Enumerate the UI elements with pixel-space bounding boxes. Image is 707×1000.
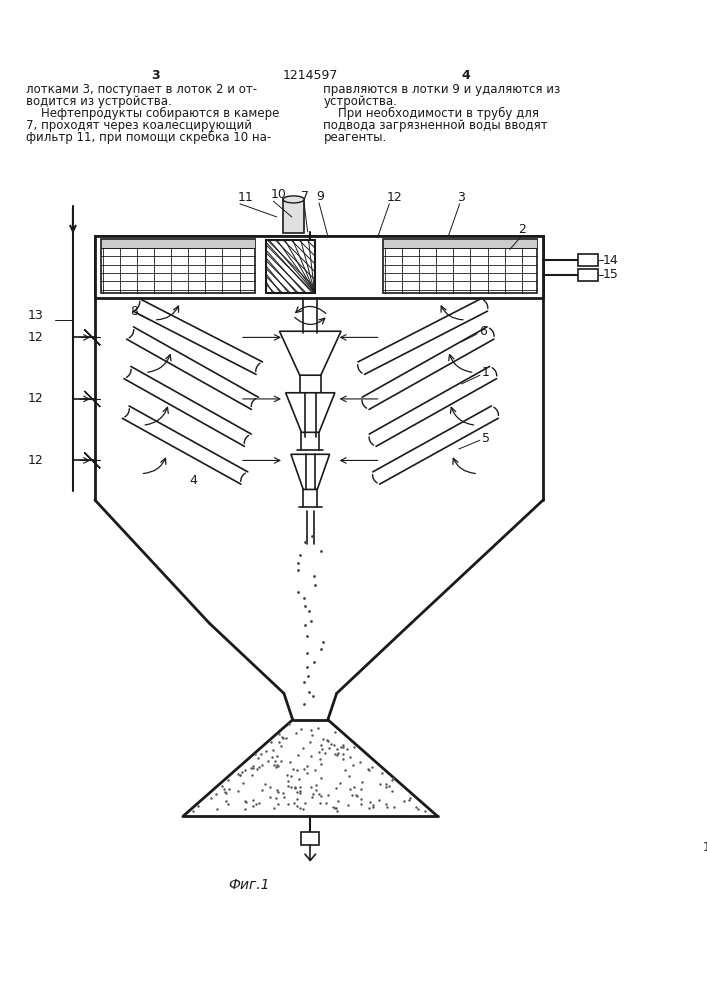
- Polygon shape: [84, 391, 100, 407]
- Text: 4: 4: [189, 474, 197, 487]
- Bar: [383, 239, 537, 293]
- Text: 3: 3: [457, 191, 465, 204]
- Text: Нефтепродукты собираются в камере: Нефтепродукты собираются в камере: [26, 107, 280, 120]
- Bar: [101, 239, 255, 248]
- Text: 12: 12: [28, 454, 44, 467]
- Bar: [383, 239, 537, 248]
- Text: лотками 3, поступает в лоток 2 и от-: лотками 3, поступает в лоток 2 и от-: [26, 83, 257, 96]
- Polygon shape: [279, 331, 341, 375]
- Text: 3: 3: [151, 69, 160, 82]
- Text: 4: 4: [462, 69, 470, 82]
- Text: 11: 11: [238, 191, 253, 204]
- Text: 13: 13: [28, 309, 44, 322]
- Text: 7, проходят через коалесцирующий: 7, проходят через коалесцирующий: [26, 119, 252, 132]
- Text: 9: 9: [317, 190, 325, 203]
- Text: Фиг.1: Фиг.1: [228, 878, 270, 892]
- Text: 8: 8: [130, 305, 138, 318]
- Polygon shape: [84, 453, 100, 468]
- Bar: [267, 240, 315, 293]
- Text: подвода загрязненной воды вводят: подвода загрязненной воды вводят: [323, 119, 548, 132]
- Polygon shape: [286, 393, 335, 432]
- Text: 15: 15: [603, 268, 619, 281]
- Bar: [578, 254, 597, 266]
- Text: 16: 16: [703, 841, 707, 854]
- Bar: [95, 236, 543, 298]
- Text: водится из устройства.: водится из устройства.: [26, 95, 172, 108]
- Ellipse shape: [283, 196, 304, 203]
- Text: При необходимости в трубу для: При необходимости в трубу для: [323, 107, 539, 120]
- Bar: [301, 832, 319, 845]
- Text: реагенты.: реагенты.: [323, 131, 387, 144]
- Bar: [101, 239, 255, 293]
- Text: 12: 12: [28, 392, 44, 405]
- Text: устройства.: устройства.: [323, 95, 397, 108]
- Text: 6: 6: [479, 325, 487, 338]
- Text: 12: 12: [28, 331, 44, 344]
- Bar: [578, 269, 597, 281]
- Polygon shape: [84, 329, 100, 345]
- Text: 1214597: 1214597: [283, 69, 338, 82]
- Bar: [283, 199, 304, 233]
- Text: 7: 7: [301, 190, 310, 203]
- Polygon shape: [291, 454, 329, 489]
- Text: 12: 12: [387, 191, 402, 204]
- Text: правляются в лотки 9 и удаляются из: правляются в лотки 9 и удаляются из: [323, 83, 561, 96]
- Text: фильтр 11, при помощи скребка 10 на-: фильтр 11, при помощи скребка 10 на-: [26, 131, 271, 144]
- Text: 1: 1: [481, 366, 489, 379]
- Text: 10: 10: [271, 188, 286, 201]
- Text: 14: 14: [603, 254, 619, 267]
- Text: 2: 2: [518, 223, 527, 236]
- Text: 5: 5: [481, 432, 490, 445]
